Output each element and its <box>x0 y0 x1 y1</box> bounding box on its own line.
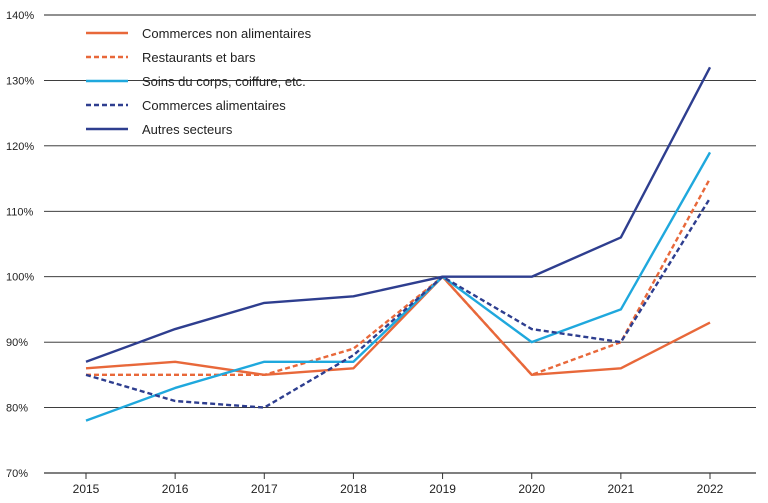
y-axis: 70% 80% 90% 100% 110% 120% 130% 140% <box>6 10 34 480</box>
legend: Commerces non alimentaires Restaurants et… <box>86 26 312 137</box>
series-lines <box>85 66 712 422</box>
x-tick-label: 2017 <box>251 482 278 496</box>
series-line <box>85 275 711 377</box>
series-line <box>86 177 712 377</box>
y-tick-label: 130% <box>6 75 34 87</box>
x-tick-label: 2022 <box>697 482 724 496</box>
legend-label: Autres secteurs <box>142 122 233 137</box>
series-line <box>85 66 712 363</box>
y-tick-label: 90% <box>6 337 28 349</box>
legend-label: Soins du corps, coiffure, etc. <box>142 74 306 89</box>
x-tick-label: 2018 <box>340 482 367 496</box>
x-axis: 2015 2016 2017 2018 2019 2020 2021 2022 <box>73 473 724 496</box>
legend-label: Commerces non alimentaires <box>142 26 312 41</box>
legend-label: Commerces alimentaires <box>142 98 286 113</box>
series-line <box>85 197 712 409</box>
y-tick-label: 70% <box>6 468 28 480</box>
x-tick-label: 2019 <box>429 482 456 496</box>
x-tick-label: 2021 <box>608 482 635 496</box>
y-tick-label: 110% <box>6 206 34 218</box>
series-line <box>85 151 712 422</box>
x-tick-label: 2016 <box>162 482 189 496</box>
y-tick-label: 120% <box>6 141 34 153</box>
legend-label: Restaurants et bars <box>142 50 256 65</box>
x-tick-label: 2015 <box>73 482 100 496</box>
gridlines <box>44 14 756 474</box>
y-tick-label: 100% <box>6 272 34 284</box>
y-tick-label: 140% <box>6 10 34 22</box>
y-tick-label: 80% <box>6 403 28 415</box>
x-tick-label: 2020 <box>518 482 545 496</box>
